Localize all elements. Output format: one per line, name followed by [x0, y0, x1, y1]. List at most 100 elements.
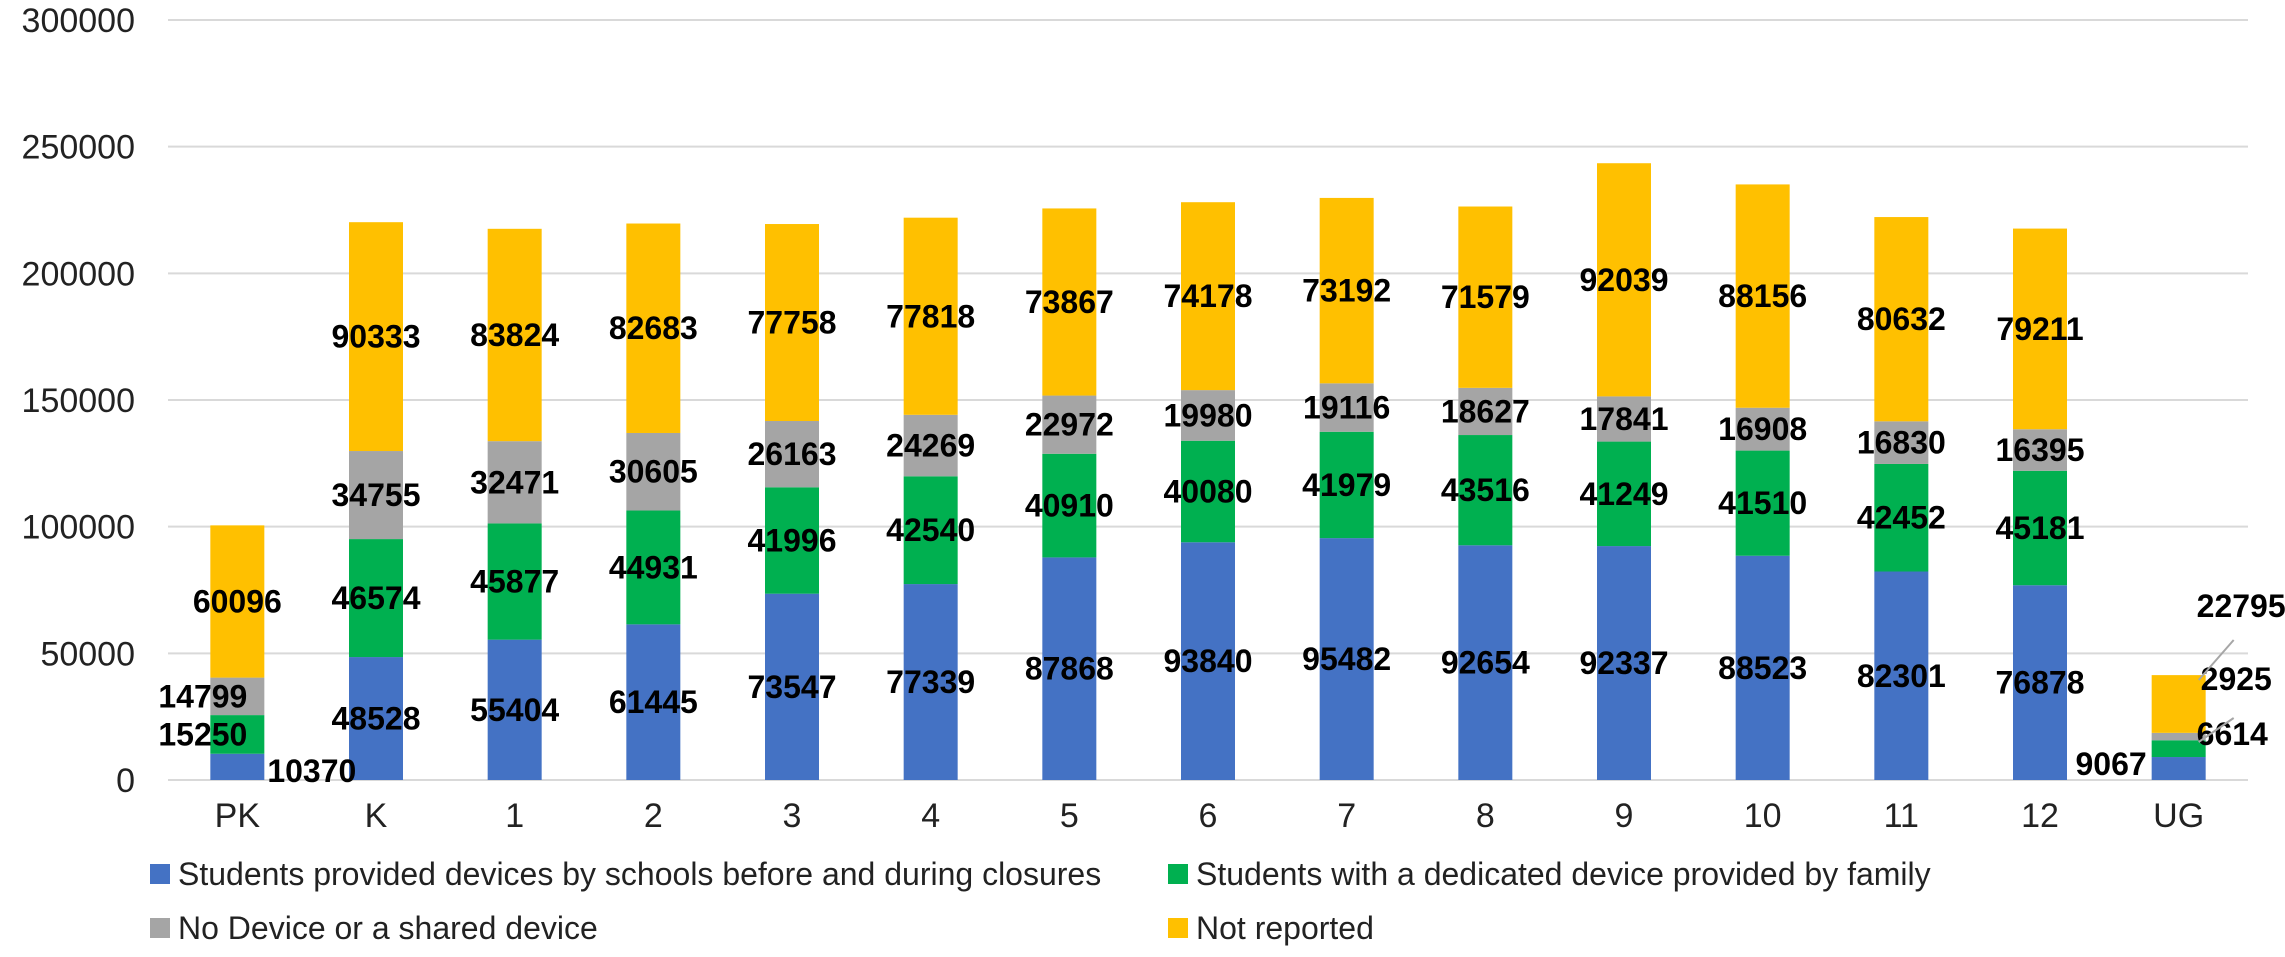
legend-swatch [1168, 918, 1188, 938]
data-label: 55404 [470, 692, 559, 728]
x-tick-label: 2 [644, 797, 663, 835]
data-label: 22795 [2197, 588, 2285, 624]
leader-line [2197, 639, 2235, 681]
bar-segment [2151, 740, 2206, 758]
data-label: 6614 [2197, 716, 2268, 752]
data-label: 92337 [1580, 645, 1669, 681]
bar-segment [626, 510, 681, 625]
bar-segment [1042, 453, 1097, 558]
x-tick-label: 7 [1337, 797, 1356, 835]
data-label: 41249 [1580, 476, 1669, 512]
data-label: 2925 [2201, 661, 2272, 697]
bar-segment [2013, 228, 2067, 430]
legend-swatch [150, 864, 170, 884]
data-label: 79211 [1996, 311, 2083, 347]
bar-segment [487, 228, 542, 442]
legend-label: Students provided devices by schools bef… [178, 856, 1101, 892]
leader-line [2198, 717, 2235, 743]
legend-swatch [150, 918, 170, 938]
y-tick-label: 150000 [22, 382, 135, 420]
data-label: 44931 [609, 549, 698, 585]
data-label: 88523 [1718, 650, 1807, 686]
data-label: 41996 [748, 522, 837, 558]
x-tick-label: 11 [1884, 797, 1919, 835]
bar-segment [1597, 396, 1651, 442]
data-label: 82683 [609, 310, 698, 346]
data-label: 16395 [1996, 432, 2085, 468]
y-tick-label: 0 [116, 762, 135, 800]
data-label: 41979 [1302, 467, 1391, 503]
bar-segment [349, 539, 403, 658]
data-label: 18627 [1441, 393, 1530, 429]
y-axis: 0 50000 100000 150000 200000 250000 300000 [22, 2, 135, 800]
bar-segment [765, 224, 819, 422]
data-label: 92039 [1580, 262, 1669, 298]
x-tick-label: UG [2153, 797, 2204, 835]
legend: Students provided devices by schools bef… [150, 856, 1931, 946]
data-label: 60096 [193, 583, 282, 619]
data-label: 30605 [609, 454, 698, 490]
bar-segment [1319, 538, 1374, 780]
bar-segment [2013, 585, 2067, 780]
data-label: 40080 [1164, 474, 1253, 510]
bar-segment [1319, 383, 1374, 432]
data-label: 17841 [1580, 401, 1669, 437]
data-label: 45181 [1996, 510, 2085, 546]
data-label: 42540 [886, 512, 975, 548]
data-label: 24269 [886, 428, 975, 464]
x-axis: PK K 1 2 3 4 5 6 7 8 9 10 11 12 UG [215, 797, 2205, 835]
bar-segment [1874, 571, 1929, 780]
bar-segment [1319, 197, 1374, 384]
data-label: 73192 [1302, 273, 1391, 309]
bar-segment [349, 451, 403, 540]
data-label: 80632 [1857, 301, 1946, 337]
bar-segment [626, 432, 681, 511]
bar-segment [1181, 202, 1235, 391]
legend-label: Not reported [1196, 910, 1374, 946]
x-tick-label: PK [215, 797, 261, 835]
y-tick-label: 200000 [22, 255, 135, 293]
bar-segment [903, 217, 958, 415]
bar-segment [210, 525, 265, 678]
bar-segment [487, 441, 542, 524]
bar-segment [1735, 450, 1790, 556]
bar-segment [210, 715, 265, 754]
bar-segment [1458, 387, 1513, 436]
bar-segment [765, 593, 819, 780]
bar-segment [1181, 440, 1235, 543]
data-label: 10370 [267, 753, 356, 789]
x-tick-label: 12 [2021, 797, 2059, 835]
data-label: 82301 [1857, 658, 1946, 694]
x-tick-label: K [365, 797, 388, 835]
bar-segment [1735, 184, 1790, 408]
bar-segment [2013, 429, 2067, 471]
data-label: 48528 [332, 701, 421, 737]
data-label: 92654 [1441, 645, 1530, 681]
data-label: 76878 [1996, 665, 2085, 701]
bar-segment [210, 753, 265, 780]
data-label: 87868 [1025, 651, 1114, 687]
x-tick-label: 9 [1615, 797, 1634, 835]
bar-segment [1458, 206, 1513, 388]
bar-segment [1735, 407, 1790, 451]
bar-segment [1597, 441, 1651, 547]
bar-segment [1181, 390, 1235, 441]
bar-segment [349, 657, 403, 780]
bar-segment [626, 223, 681, 433]
data-label: 46574 [332, 580, 421, 616]
data-label: 15250 [158, 716, 247, 752]
bar-segment [1042, 395, 1097, 454]
data-label: 73547 [748, 669, 837, 705]
data-label: 16908 [1718, 411, 1807, 447]
data-label: 95482 [1302, 641, 1391, 677]
x-tick-label: 6 [1199, 797, 1218, 835]
data-label: 40910 [1025, 488, 1114, 524]
data-label: 42452 [1857, 500, 1946, 536]
data-label: 43516 [1441, 472, 1530, 508]
data-label: 34755 [332, 477, 421, 513]
data-label: 9067 [2075, 746, 2146, 782]
data-label: 90333 [332, 319, 421, 355]
data-label: 88156 [1718, 278, 1807, 314]
